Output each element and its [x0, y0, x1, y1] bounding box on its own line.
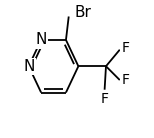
Text: N: N — [23, 59, 34, 74]
Text: F: F — [101, 92, 109, 106]
Text: N: N — [35, 32, 47, 47]
Text: Br: Br — [74, 5, 91, 20]
Text: F: F — [121, 73, 129, 87]
Text: F: F — [121, 41, 129, 55]
